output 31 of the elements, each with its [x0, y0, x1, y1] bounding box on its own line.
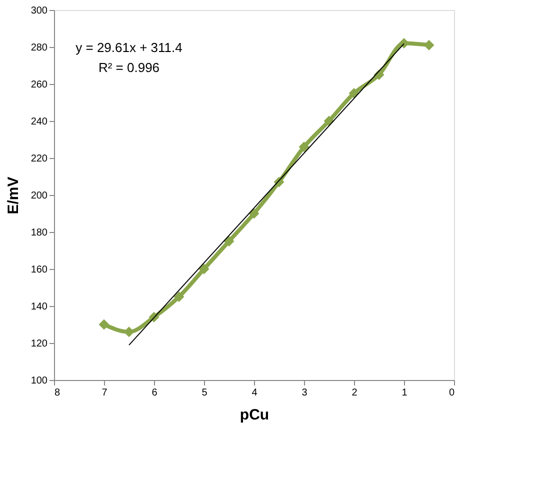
point — [248, 208, 260, 219]
x-tick-label: 5 — [202, 388, 208, 398]
y-tick-label: 220 — [30, 154, 48, 164]
annotation: R² = 0.996 — [98, 60, 160, 75]
x-axis-title: pCu — [240, 406, 270, 424]
y-tick-label: 120 — [30, 338, 48, 350]
x-tick-label: 3 — [302, 388, 308, 398]
point — [224, 236, 234, 246]
x-tick-label: 1 — [402, 388, 408, 398]
y-tick-label: 200 — [30, 190, 48, 202]
x-tick-label: 7 — [102, 388, 108, 398]
y-axis-title: E/mV — [4, 176, 22, 214]
y-tick-label: 160 — [30, 264, 48, 276]
y-tick-label: 100 — [30, 376, 48, 386]
point — [424, 40, 434, 50]
y-tick-label: 260 — [30, 80, 48, 90]
y-tick-label: 240 — [30, 116, 48, 128]
y-tick-label: 180 — [30, 228, 48, 238]
x-tick-label: 2 — [352, 388, 358, 398]
x-tick-label: 6 — [152, 388, 158, 398]
y-tick-label: 280 — [30, 42, 48, 54]
point — [298, 142, 310, 152]
point — [174, 292, 184, 302]
x-tick-label: 0 — [448, 388, 455, 398]
x-tick-label: 4 — [252, 388, 258, 398]
y-tick-label: 300 — [30, 6, 48, 16]
x-tick-label: 8 — [54, 388, 60, 398]
annotation: y = 29.61x + 311.4 — [76, 40, 182, 55]
point — [198, 264, 210, 274]
y-tick-label: 140 — [30, 302, 48, 312]
point — [98, 319, 110, 330]
